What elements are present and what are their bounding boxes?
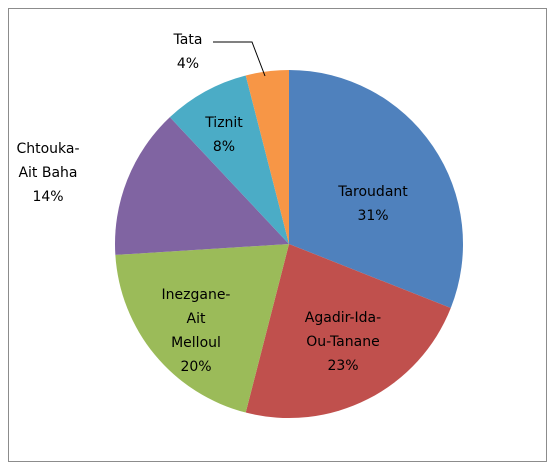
category-label: Tiznit bbox=[205, 115, 243, 131]
category-label: Taroudant bbox=[338, 184, 408, 200]
pie-slice bbox=[169, 75, 289, 245]
slice-label: Tiznit 8% bbox=[194, 111, 254, 159]
slice-label: Chtouka-Ait Baha 14% bbox=[9, 137, 87, 209]
category-label: Agadir-Ida-Ou-Tanane bbox=[304, 310, 382, 350]
pie-slice bbox=[115, 244, 289, 413]
category-label: Tata bbox=[173, 32, 203, 48]
value-label: 4% bbox=[176, 56, 200, 72]
slice-label: Tata 4% bbox=[158, 28, 218, 76]
leader-line bbox=[213, 41, 266, 77]
value-label: 8% bbox=[212, 139, 236, 155]
pie-slice bbox=[245, 70, 289, 244]
value-label: 31% bbox=[357, 208, 389, 224]
value-label: 14% bbox=[32, 189, 64, 205]
slice-label: Agadir-Ida-Ou-Tanane 23% bbox=[303, 306, 383, 378]
slice-label: Taroudant 31% bbox=[334, 180, 412, 228]
category-label: Chtouka-Ait Baha bbox=[16, 141, 80, 181]
value-label: 23% bbox=[327, 358, 359, 374]
value-label: 20% bbox=[180, 359, 212, 375]
slice-label: Inezgane-Ait Melloul 20% bbox=[160, 283, 232, 379]
pie-slice bbox=[245, 244, 451, 418]
category-label: Inezgane-Ait Melloul bbox=[161, 287, 231, 351]
pie-slice bbox=[114, 117, 289, 255]
pie-slice bbox=[289, 70, 463, 309]
